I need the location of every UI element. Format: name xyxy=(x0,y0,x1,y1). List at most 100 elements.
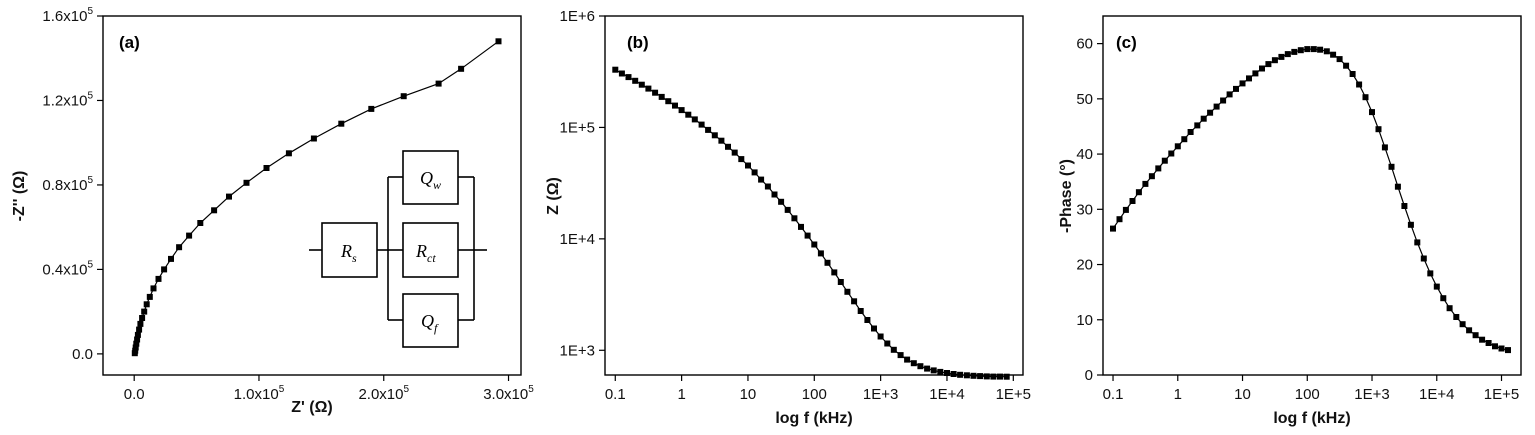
data-point xyxy=(930,367,937,374)
data-point xyxy=(784,206,791,213)
data-point xyxy=(963,372,970,379)
data-point xyxy=(1161,157,1168,164)
data-point xyxy=(1343,62,1350,69)
data-point xyxy=(1375,126,1382,133)
data-point xyxy=(1129,198,1136,204)
data-point xyxy=(155,275,162,282)
data-point xyxy=(243,179,250,186)
data-point xyxy=(871,325,877,332)
panel-b-ylabel: Z (Ω) xyxy=(545,177,562,215)
x-tick-label: 0.1 xyxy=(1103,386,1124,403)
data-point xyxy=(168,255,174,262)
data-point xyxy=(685,111,692,118)
data-point xyxy=(1472,332,1479,339)
y-tick-label: 1.2x105 xyxy=(42,90,93,109)
data-point xyxy=(910,360,917,367)
data-point xyxy=(139,315,146,321)
data-point xyxy=(632,77,639,84)
data-point xyxy=(1297,47,1304,54)
data-point xyxy=(937,368,944,375)
x-tick-label: 1.0x105 xyxy=(234,384,285,403)
x-tick-label: 1E+5 xyxy=(1484,386,1519,403)
y-tick-label: 0 xyxy=(1085,367,1093,384)
data-point xyxy=(917,363,924,370)
y-tick-label: 30 xyxy=(1076,201,1093,218)
data-point xyxy=(310,135,317,142)
data-point xyxy=(672,102,678,109)
data-point xyxy=(1110,225,1116,232)
data-point xyxy=(705,126,712,133)
panel-a-ylabel: -Z'' (Ω) xyxy=(11,171,28,222)
data-point xyxy=(944,370,950,376)
y-tick-label: 0.0 xyxy=(72,346,93,363)
data-point xyxy=(618,70,625,77)
data-point xyxy=(146,293,153,300)
x-tick-label: 1E+4 xyxy=(929,386,964,403)
data-point xyxy=(150,285,157,292)
data-point xyxy=(612,66,619,73)
data-point xyxy=(844,288,851,295)
series-line xyxy=(615,69,1007,378)
x-tick-label: 1E+4 xyxy=(1419,386,1454,403)
data-point xyxy=(957,371,964,378)
y-tick-label: 60 xyxy=(1076,36,1093,53)
data-point xyxy=(1207,109,1214,116)
circuit-qf-box xyxy=(402,293,459,348)
data-point xyxy=(1492,343,1498,350)
data-point xyxy=(1420,255,1427,262)
data-point xyxy=(738,156,745,163)
data-point xyxy=(778,198,785,205)
data-point xyxy=(625,74,632,81)
data-point xyxy=(1174,143,1181,150)
panel-a: (a) 0.0 1.0x105 2.0x105 3.0x105 0.0 0.4x105 0… xyxy=(11,6,534,416)
data-point xyxy=(141,308,148,315)
data-point xyxy=(1116,216,1123,223)
data-point xyxy=(1291,48,1298,55)
data-point xyxy=(691,116,698,123)
data-point xyxy=(751,169,758,176)
data-point xyxy=(134,336,141,343)
data-point xyxy=(1194,122,1201,129)
data-point xyxy=(817,250,824,257)
x-tick-label: 0.0 xyxy=(124,386,145,403)
data-point xyxy=(1459,321,1466,328)
data-point xyxy=(263,165,270,171)
data-point xyxy=(1369,109,1375,116)
data-point xyxy=(161,266,168,273)
data-point xyxy=(1284,51,1291,58)
data-point xyxy=(1336,56,1343,63)
data-point xyxy=(645,85,652,92)
data-point xyxy=(824,259,831,266)
data-point xyxy=(1148,173,1155,180)
data-point xyxy=(1485,340,1492,346)
data-point xyxy=(1317,46,1324,53)
data-point xyxy=(1310,46,1317,53)
data-point xyxy=(1427,270,1434,277)
panel-b-frame xyxy=(604,15,1024,376)
data-point xyxy=(226,193,232,200)
equivalent-circuit: Rs Qw Rct Qf xyxy=(309,150,487,348)
data-point xyxy=(950,371,957,377)
data-point xyxy=(1381,144,1388,151)
data-point xyxy=(764,183,771,190)
data-point xyxy=(132,344,139,351)
data-point xyxy=(1220,97,1227,104)
data-point xyxy=(137,320,144,327)
circuit-qw-label: Qw xyxy=(420,168,441,192)
data-point xyxy=(136,326,143,333)
data-point xyxy=(1498,345,1505,352)
data-point xyxy=(877,333,884,340)
panel-b-label: (b) xyxy=(627,33,649,52)
data-point xyxy=(897,352,904,359)
y-tick-label: 1E+4 xyxy=(560,231,595,248)
data-point xyxy=(1233,85,1239,92)
data-point xyxy=(1362,94,1369,101)
y-tick-label: 1.6x105 xyxy=(42,6,93,25)
data-point xyxy=(338,120,345,127)
x-tick-label: 10 xyxy=(1234,386,1251,403)
x-tick-label: 1 xyxy=(1174,386,1182,403)
x-tick-label: 1E+3 xyxy=(863,386,898,403)
data-point xyxy=(771,191,778,198)
y-tick-label: 1E+3 xyxy=(560,342,595,359)
